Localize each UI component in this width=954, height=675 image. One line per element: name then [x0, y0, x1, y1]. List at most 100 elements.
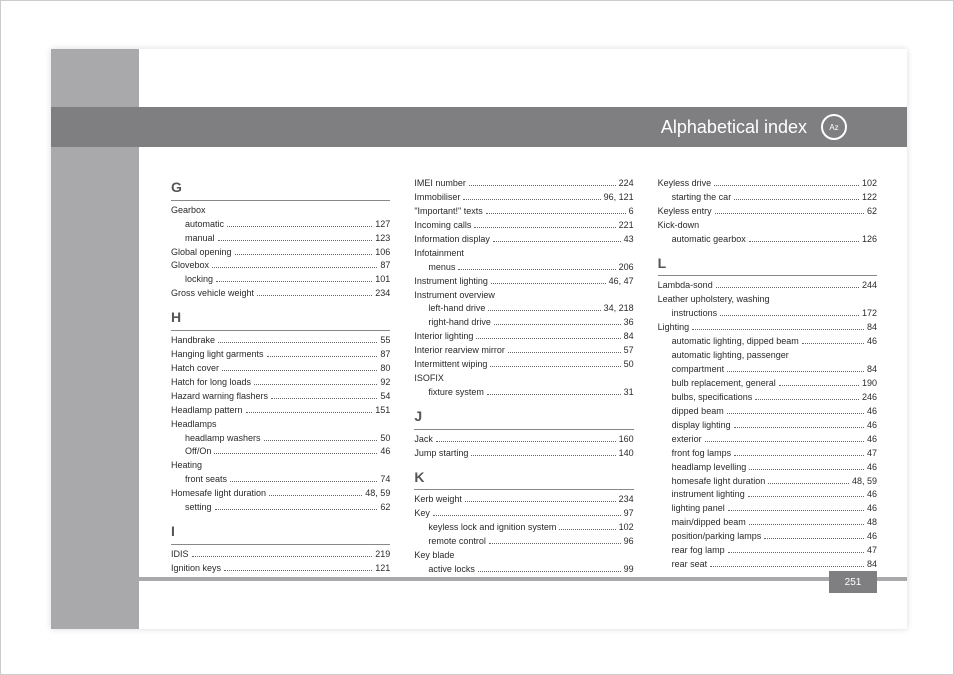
section-letter: G: [171, 177, 390, 199]
entry-label: menus: [428, 261, 455, 275]
index-entry: Headlamps: [171, 418, 390, 432]
entry-label: compartment: [672, 363, 725, 377]
entry-label: manual: [185, 232, 215, 246]
index-entry: starting the car122: [658, 191, 877, 205]
index-entry: rear seat 84: [658, 558, 877, 572]
entry-page: 46, 47: [609, 275, 634, 289]
entry-label: Headlamp pattern: [171, 404, 243, 418]
entry-page: 46: [867, 433, 877, 447]
leader-dots: [224, 570, 372, 571]
index-entry: Headlamp pattern151: [171, 404, 390, 418]
index-entry: Keyless entry62: [658, 205, 877, 219]
entry-label: Global opening: [171, 246, 232, 260]
index-entry: automatic gearbox126: [658, 233, 877, 247]
entry-page: 48, 59: [852, 475, 877, 489]
entry-page: 234: [375, 287, 390, 301]
entry-page: 84: [867, 363, 877, 377]
leader-dots: [192, 556, 373, 557]
entry-label: setting: [185, 501, 212, 515]
entry-page: 206: [619, 261, 634, 275]
entry-page: 50: [624, 358, 634, 372]
leader-dots: [486, 213, 626, 214]
index-entry: front seats74: [171, 473, 390, 487]
leader-dots: [728, 510, 864, 511]
entry-label: starting the car: [672, 191, 732, 205]
entry-page: 96, 121: [604, 191, 634, 205]
leader-dots: [748, 496, 864, 497]
leader-dots: [493, 241, 621, 242]
index-entry: keyless lock and ignition system102: [414, 521, 633, 535]
leader-dots: [215, 509, 378, 510]
entry-page: 106: [375, 246, 390, 260]
leader-dots: [230, 481, 377, 482]
index-entry: display lighting46: [658, 419, 877, 433]
leader-dots: [705, 441, 864, 442]
index-entry: setting62: [171, 501, 390, 515]
entry-label: Lighting: [658, 321, 690, 335]
entry-page: 190: [862, 377, 877, 391]
entry-label: locking: [185, 273, 213, 287]
entry-page: 46: [867, 335, 877, 349]
index-entry: headlamp levelling46: [658, 461, 877, 475]
entry-label: Instrument overview: [414, 289, 495, 303]
entry-label: "Important!" texts: [414, 205, 482, 219]
leader-dots: [214, 453, 377, 454]
entry-label: display lighting: [672, 419, 731, 433]
section-letter: J: [414, 406, 633, 428]
leader-dots: [802, 343, 864, 344]
entry-page: 80: [380, 362, 390, 376]
entry-label: Gearbox: [171, 204, 206, 218]
index-entry: Interior lighting84: [414, 330, 633, 344]
index-entry: fixture system31: [414, 386, 633, 400]
index-entry: ISOFIX: [414, 372, 633, 386]
index-entry: position/parking lamps46: [658, 530, 877, 544]
entry-label: Interior lighting: [414, 330, 473, 344]
leader-dots: [768, 483, 849, 484]
leader-dots: [728, 552, 864, 553]
leader-dots: [490, 366, 620, 367]
entry-page: 121: [375, 562, 390, 576]
leader-dots: [715, 213, 864, 214]
leader-dots: [254, 384, 377, 385]
entry-label: rear fog lamp: [672, 544, 725, 558]
entry-page: 92: [380, 376, 390, 390]
leader-dots: [508, 352, 621, 353]
entry-page: 84: [867, 558, 877, 572]
entry-page: 43: [624, 233, 634, 247]
index-entry: menus 206: [414, 261, 633, 275]
entry-label: Jump starting: [414, 447, 468, 461]
section-rule: [414, 489, 633, 490]
index-entry: homesafe light duration48, 59: [658, 475, 877, 489]
entry-label: rear seat: [672, 558, 708, 572]
index-entry: Off/On46: [171, 445, 390, 459]
footer-rule: [51, 577, 907, 581]
leader-dots: [235, 254, 373, 255]
entry-label: Interior rearview mirror: [414, 344, 505, 358]
entry-page: 55: [380, 334, 390, 348]
index-icon: Az: [821, 114, 847, 140]
index-entry: remote control96: [414, 535, 633, 549]
entry-label: automatic gearbox: [672, 233, 746, 247]
entry-page: 96: [624, 535, 634, 549]
leader-dots: [734, 427, 864, 428]
leader-dots: [269, 495, 362, 496]
leader-dots: [749, 241, 859, 242]
section-letter: I: [171, 521, 390, 543]
entry-label: ISOFIX: [414, 372, 444, 386]
entry-label: instructions: [672, 307, 718, 321]
leader-dots: [749, 524, 864, 525]
entry-label: headlamp washers: [185, 432, 261, 446]
leader-dots: [714, 185, 859, 186]
index-entry: Intermittent wiping50: [414, 358, 633, 372]
index-content: GGearboxautomatic127manual123Global open…: [171, 177, 877, 555]
entry-page: 102: [862, 177, 877, 191]
index-entry: Infotainment: [414, 247, 633, 261]
leader-dots: [494, 324, 621, 325]
entry-label: Hatch cover: [171, 362, 219, 376]
index-entry: Kerb weight234: [414, 493, 633, 507]
index-entry: automatic127: [171, 218, 390, 232]
entry-page: 140: [619, 447, 634, 461]
section-rule: [171, 200, 390, 201]
entry-label: Immobiliser: [414, 191, 460, 205]
index-entry: Instrument overview: [414, 289, 633, 303]
